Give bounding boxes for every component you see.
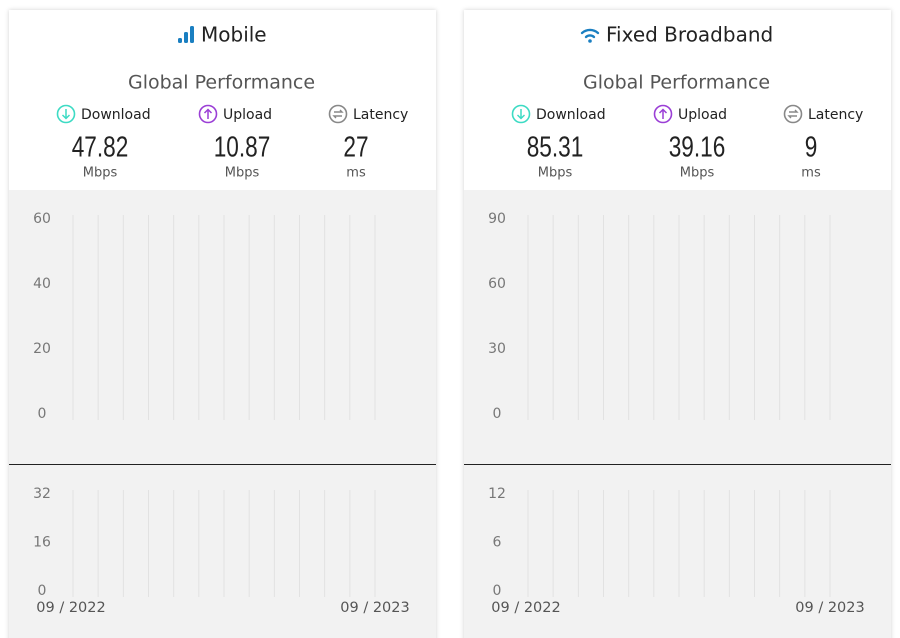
metric-icon xyxy=(511,104,531,124)
x-tick-label: 09 / 2022 xyxy=(36,600,105,616)
latency-area xyxy=(9,465,436,638)
metric-arrow xyxy=(203,108,213,119)
metric-value: 39.16 xyxy=(669,130,726,163)
metric-unit: ms xyxy=(801,166,821,181)
metric-arrow xyxy=(787,109,799,119)
mobile-icon xyxy=(178,38,182,43)
wifi-arc xyxy=(580,28,600,35)
panel-subtitle: Global Performance xyxy=(128,72,315,94)
y-tick-label: 0 xyxy=(493,406,502,422)
y-tick-label: 32 xyxy=(33,486,51,502)
metric-icon xyxy=(328,104,348,124)
wifi-arc xyxy=(584,34,596,39)
metric-icon xyxy=(653,104,673,124)
y-tick-label: 12 xyxy=(488,486,506,502)
metric-label: Latency xyxy=(808,107,863,123)
metric-arrow xyxy=(332,109,344,119)
metric-icon xyxy=(783,104,803,124)
y-tick-label: 0 xyxy=(38,583,47,599)
metric-icon xyxy=(56,104,76,124)
metric-label: Download xyxy=(536,107,606,123)
y-tick-label: 16 xyxy=(33,535,51,551)
wifi-icon xyxy=(580,28,600,39)
latency-area xyxy=(464,465,891,638)
metric-unit: Mbps xyxy=(83,166,118,181)
metric-value: 9 xyxy=(805,130,818,163)
x-tick-label: 09 / 2023 xyxy=(340,600,409,616)
panel: Fixed Broadband Global Performance Downloa… xyxy=(464,10,891,638)
y-tick-label: 40 xyxy=(33,276,51,292)
metric-value: 27 xyxy=(343,130,368,163)
y-tick-label: 20 xyxy=(33,341,51,357)
metric-value: 85.31 xyxy=(527,130,584,163)
chart-area xyxy=(464,190,891,464)
y-tick-label: 0 xyxy=(38,406,47,422)
metric-arrow xyxy=(516,109,526,120)
metric-unit: Mbps xyxy=(538,166,573,181)
y-tick-label: 90 xyxy=(488,211,506,227)
metric-value: 10.87 xyxy=(214,130,271,163)
metric-arrow xyxy=(61,109,71,120)
panel-title: Mobile xyxy=(201,23,267,47)
metric-label: Latency xyxy=(353,107,408,123)
chart-area xyxy=(9,190,436,464)
metric-label: Upload xyxy=(223,107,272,123)
metric-unit: Mbps xyxy=(225,166,260,181)
x-tick-label: 09 / 2023 xyxy=(795,600,864,616)
metric-value: 47.82 xyxy=(72,130,129,163)
y-tick-label: 6 xyxy=(493,535,502,551)
metric-unit: ms xyxy=(346,166,366,181)
mobile-icon xyxy=(190,26,194,43)
metric-unit: Mbps xyxy=(680,166,715,181)
y-tick-label: 0 xyxy=(493,583,502,599)
metric-label: Download xyxy=(81,107,151,123)
panel-subtitle: Global Performance xyxy=(583,72,770,94)
x-tick-label: 09 / 2022 xyxy=(491,600,560,616)
y-tick-label: 60 xyxy=(33,211,51,227)
wifi-dot xyxy=(588,39,592,43)
panel: Mobile Global Performance Download 47.82 Mbp… xyxy=(9,10,436,638)
metric-icon xyxy=(198,104,218,124)
metric-arrow xyxy=(658,108,668,119)
y-tick-label: 30 xyxy=(488,341,506,357)
y-tick-label: 60 xyxy=(488,276,506,292)
mobile-icon xyxy=(184,32,188,43)
metric-label: Upload xyxy=(678,107,727,123)
panel-title: Fixed Broadband xyxy=(606,23,773,47)
